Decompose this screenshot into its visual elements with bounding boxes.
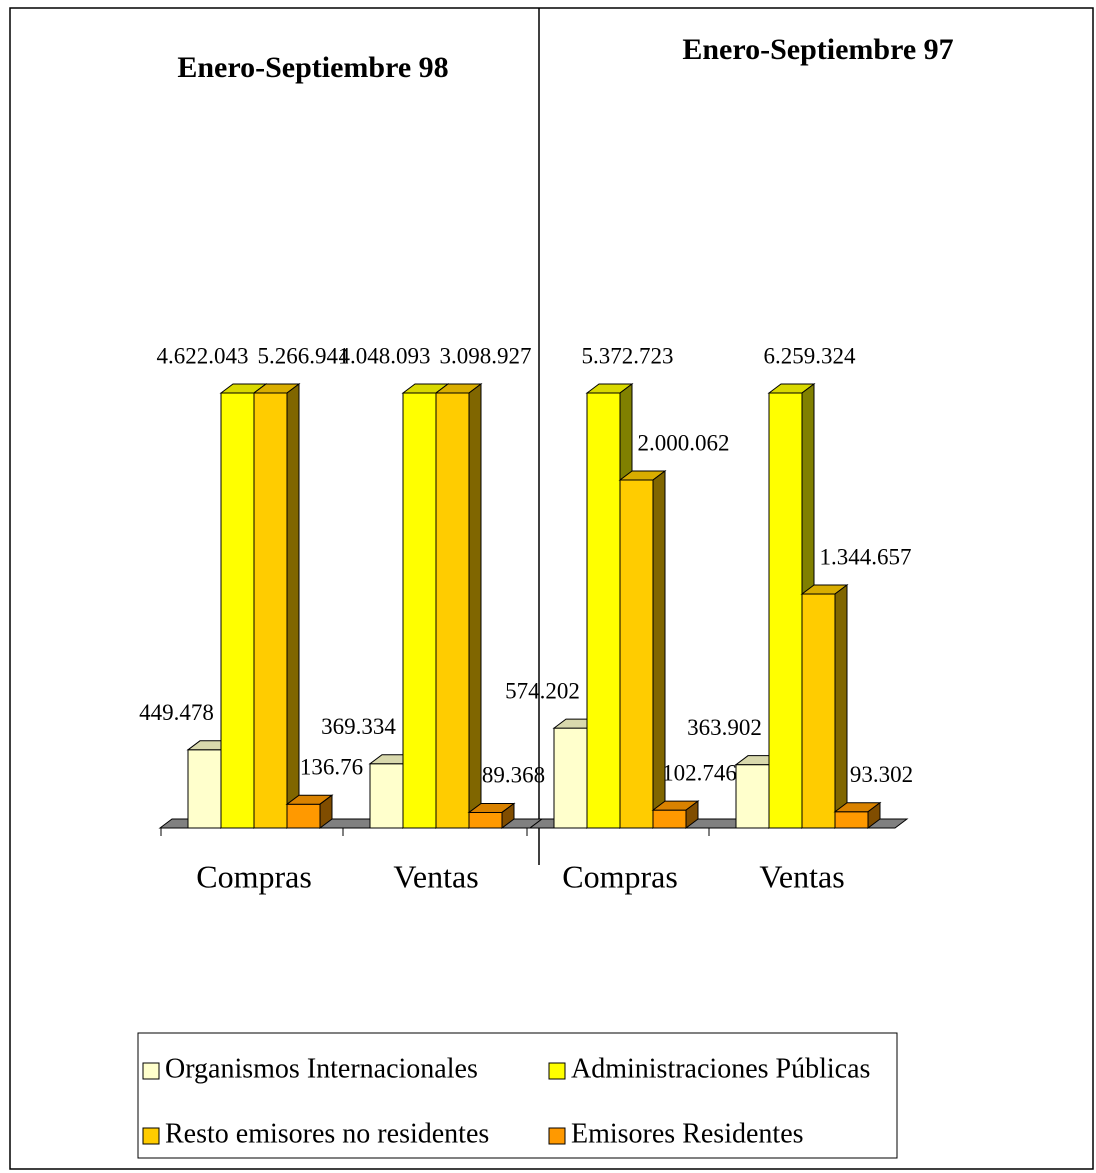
- data-label: 574.202: [505, 678, 580, 703]
- bar: [735, 764, 770, 829]
- data-label: 102.746: [662, 760, 737, 785]
- bar: [402, 392, 437, 829]
- bar: [286, 803, 321, 829]
- data-label: 369.334: [321, 714, 396, 739]
- bar: [768, 392, 803, 829]
- legend-swatch: [142, 1062, 160, 1080]
- bar-side: [319, 794, 333, 829]
- x-tick-label: Ventas: [393, 858, 478, 894]
- bar-side: [501, 802, 515, 829]
- x-tick-label: Compras: [196, 858, 312, 894]
- bar: [187, 749, 222, 829]
- bar-side: [834, 584, 848, 829]
- bar: [253, 392, 288, 829]
- bar: [553, 727, 588, 829]
- chart-title: Enero-Septiembre 97: [682, 33, 953, 66]
- data-label: 449.478: [139, 700, 214, 725]
- bar-side: [468, 383, 482, 829]
- bar: [834, 811, 869, 829]
- bar: [468, 811, 503, 829]
- chart-title: Enero-Septiembre 98: [177, 51, 448, 84]
- legend-label: Organismos Internacionales: [165, 1053, 478, 1084]
- bar-side: [685, 800, 699, 829]
- bar-side: [286, 383, 300, 829]
- data-label: 2.000.062: [638, 430, 730, 455]
- bar-side: [652, 469, 666, 829]
- bar: [220, 392, 255, 829]
- data-label: 1.344.657: [820, 544, 912, 569]
- legend-swatch: [548, 1127, 566, 1145]
- legend-label: Administraciones Públicas: [571, 1053, 870, 1084]
- x-tick-label: Ventas: [759, 858, 844, 894]
- bar: [586, 392, 621, 829]
- bar: [801, 593, 836, 829]
- data-label: 4.622.043: [157, 343, 249, 368]
- bar: [652, 809, 687, 829]
- data-label: 363.902: [687, 715, 762, 740]
- bar: [619, 479, 654, 829]
- data-label: 6.259.324: [764, 343, 857, 368]
- legend-swatch: [548, 1062, 566, 1080]
- bar: [435, 392, 470, 829]
- legend-box: [137, 1032, 898, 1159]
- data-label: 5.372.723: [582, 343, 674, 368]
- legend-swatch: [142, 1127, 160, 1145]
- legend-label: Resto emisores no residentes: [165, 1118, 489, 1149]
- data-label: 4.048.093: [339, 343, 431, 368]
- data-label: 5.266.941: [258, 343, 350, 368]
- data-label: 93.302: [850, 762, 913, 787]
- frame: [9, 7, 1094, 1170]
- data-label: 3.098.927: [440, 343, 532, 368]
- legend-label: Emisores Residentes: [571, 1118, 804, 1149]
- data-label: 89.368: [482, 763, 545, 788]
- data-label: 136.76: [300, 754, 363, 779]
- x-tick-label: Compras: [562, 858, 678, 894]
- bar: [369, 763, 404, 829]
- bar-side: [867, 801, 881, 829]
